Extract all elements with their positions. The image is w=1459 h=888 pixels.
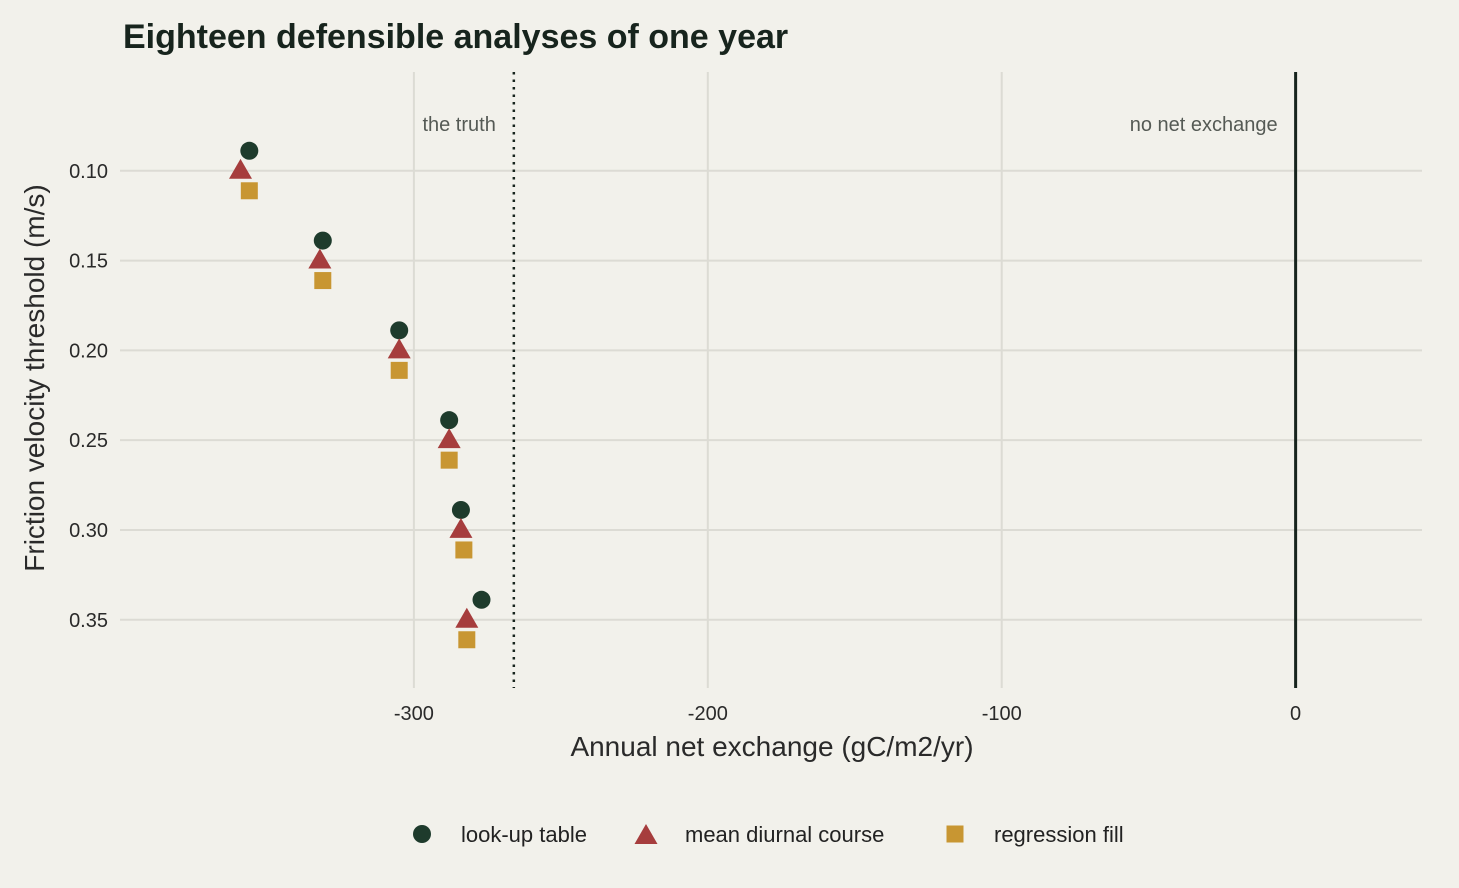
circle-data-point: [440, 411, 459, 430]
triangle-data-point: [229, 158, 253, 179]
y-tick-label: 0.10: [69, 161, 108, 183]
triangle-data-point: [308, 248, 332, 269]
truth-annotation: the truth: [422, 114, 495, 136]
circle-data-point: [451, 500, 470, 519]
legend-triangle-marker: [634, 824, 658, 844]
triangle-data-point: [455, 607, 479, 628]
legend-label: look-up table: [461, 822, 587, 847]
x-tick-label: -300: [394, 703, 434, 725]
legend-label: regression fill: [994, 822, 1124, 847]
legend-item: regression fill: [946, 822, 1124, 847]
circle-data-point: [240, 141, 259, 160]
legend-square-marker: [946, 825, 964, 843]
grid: [120, 72, 1422, 688]
legend: look-up table mean diurnal course regressi…: [413, 822, 1124, 847]
zero-annotation: no net exchange: [1130, 114, 1278, 136]
square-data-point: [458, 631, 476, 649]
square-data-point: [240, 182, 258, 200]
data-points: [229, 141, 491, 649]
y-tick-label: 0.20: [69, 340, 108, 362]
triangle-data-point: [437, 428, 461, 449]
y-tick-label: 0.35: [69, 610, 108, 632]
square-data-point: [455, 541, 473, 559]
chart-title: Eighteen defensible analyses of one year: [123, 18, 788, 56]
x-tick-label: 0: [1290, 703, 1301, 725]
y-tick-label: 0.30: [69, 520, 108, 542]
legend-label: mean diurnal course: [685, 822, 884, 847]
square-data-point: [440, 451, 458, 469]
y-tick-label: 0.15: [69, 251, 108, 273]
x-tick-label: -100: [982, 703, 1022, 725]
circle-data-point: [390, 321, 409, 340]
square-data-point: [314, 272, 332, 290]
circle-data-point: [313, 231, 332, 250]
legend-item: mean diurnal course: [634, 822, 884, 847]
legend-circle-marker: [413, 825, 431, 843]
triangle-data-point: [449, 518, 473, 538]
y-axis-title: Friction velocity threshold (m/s): [19, 184, 50, 571]
square-data-point: [390, 361, 408, 379]
legend-item: look-up table: [413, 822, 587, 847]
x-axis-ticks: -300 -200 -100 0: [394, 703, 1301, 725]
y-tick-label: 0.25: [69, 430, 108, 452]
x-tick-label: -200: [688, 703, 728, 725]
x-axis-title: Annual net exchange (gC/m2/yr): [570, 731, 973, 762]
triangle-data-point: [387, 338, 411, 359]
circle-data-point: [472, 590, 491, 609]
y-axis-ticks: 0.10 0.15 0.20 0.25 0.30 0.35: [69, 161, 108, 632]
reference-lines: the truth no net exchange: [422, 72, 1298, 688]
